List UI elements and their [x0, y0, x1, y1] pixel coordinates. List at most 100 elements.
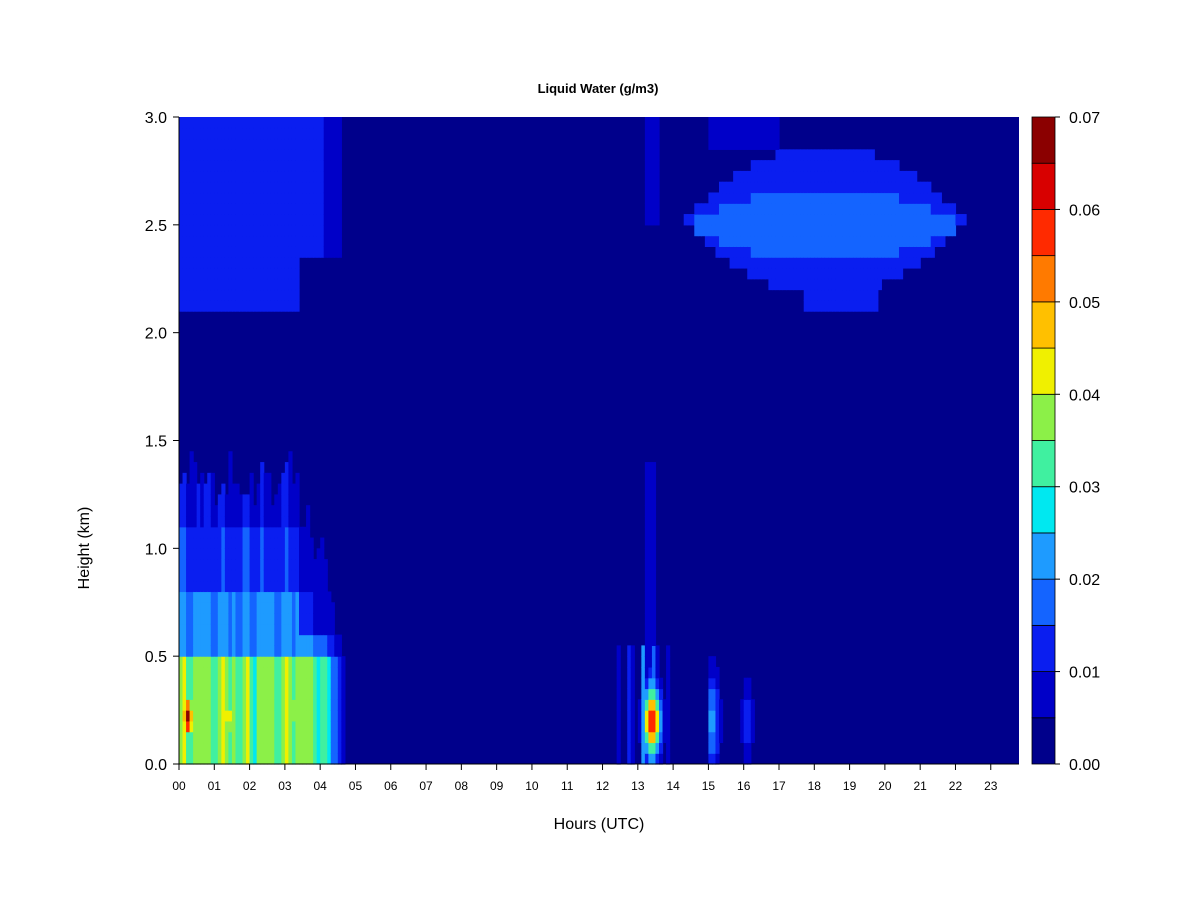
heatmap-cell: [651, 559, 657, 571]
heatmap-cell: [327, 203, 332, 215]
heatmap-cell: [189, 613, 194, 625]
heatmap-cell: [877, 257, 882, 269]
heatmap-cell: [835, 203, 840, 215]
heatmap-cell: [284, 623, 290, 636]
heatmap-cell: [715, 117, 720, 129]
heatmap-cell: [277, 602, 282, 614]
heatmap-cell: [267, 677, 272, 690]
heatmap-cell: [214, 289, 219, 301]
heatmap-cell: [193, 138, 198, 150]
heatmap-cell: [888, 267, 893, 280]
heatmap-cell: [750, 160, 755, 172]
heatmap-cell: [655, 203, 660, 215]
heatmap-cell: [186, 569, 191, 582]
heatmap-cell: [246, 613, 251, 625]
heatmap-cell: [877, 235, 882, 247]
heatmap-cell: [182, 688, 187, 700]
heatmap-cell: [267, 267, 272, 280]
heatmap-cell: [846, 192, 851, 204]
heatmap-cell: [179, 645, 184, 657]
heatmap-cell: [207, 580, 212, 593]
heatmap-cell: [221, 623, 226, 636]
heatmap-cell: [913, 214, 918, 226]
heatmap-cell: [874, 246, 879, 258]
heatmap-cell: [888, 192, 893, 204]
heatmap-cell: [235, 602, 240, 614]
heatmap-cell: [256, 645, 261, 657]
heatmap-cell: [644, 710, 650, 722]
heatmap-cell: [182, 203, 187, 215]
heatmap-cell: [902, 257, 907, 269]
heatmap-cell: [648, 688, 653, 700]
heatmap-cell: [757, 181, 762, 194]
heatmap-cell: [831, 181, 837, 194]
heatmap-cell: [217, 753, 222, 765]
heatmap-cell: [246, 677, 251, 690]
heatmap-cell: [189, 634, 194, 646]
heatmap-cell: [182, 559, 187, 571]
heatmap-cell: [817, 203, 822, 215]
heatmap-cell: [743, 677, 748, 690]
heatmap-cell: [196, 666, 201, 679]
heatmap-cell: [267, 720, 272, 733]
heatmap-cell: [891, 246, 897, 258]
heatmap-cell: [277, 289, 282, 301]
heatmap-cell: [203, 526, 208, 539]
heatmap-cell: [179, 537, 184, 549]
heatmap-cell: [708, 742, 713, 754]
heatmap-cell: [281, 127, 286, 140]
heatmap-cell: [839, 257, 844, 269]
heatmap-cell: [263, 656, 268, 668]
heatmap-cell: [856, 235, 861, 247]
heatmap-cell: [253, 127, 258, 140]
heatmap-cell: [277, 720, 282, 733]
heatmap-cell: [200, 742, 205, 754]
heatmap-cell: [270, 537, 275, 549]
heatmap-cell: [196, 483, 201, 496]
heatmap-cell: [228, 300, 233, 312]
heatmap-cell: [186, 203, 191, 215]
heatmap-cell: [256, 602, 261, 614]
x-tick-label: 00: [172, 779, 186, 793]
heatmap-cell: [267, 537, 272, 549]
heatmap-cell: [867, 160, 872, 172]
heatmap-cell: [274, 731, 279, 744]
heatmap-cell: [182, 289, 187, 301]
heatmap-cell: [210, 267, 215, 280]
heatmap-cell: [846, 246, 851, 258]
heatmap-cell: [715, 246, 720, 258]
heatmap-cell: [715, 720, 720, 733]
heatmap-cell: [750, 224, 755, 237]
heatmap-cell: [196, 203, 201, 215]
heatmap-cell: [267, 710, 272, 722]
heatmap-cell: [327, 656, 332, 668]
heatmap-cell: [309, 602, 314, 614]
heatmap-cell: [814, 235, 819, 247]
heatmap-cell: [249, 214, 254, 226]
heatmap-cell: [295, 699, 300, 711]
heatmap-cell: [260, 710, 265, 722]
heatmap-cell: [330, 688, 335, 700]
heatmap-cell: [224, 192, 230, 204]
heatmap-cell: [316, 170, 321, 183]
heatmap-cell: [313, 710, 318, 722]
heatmap-cell: [733, 181, 738, 194]
heatmap-cell: [733, 246, 738, 258]
heatmap-cell: [235, 720, 240, 733]
heatmap-cell: [224, 267, 230, 280]
heatmap-cell: [263, 688, 268, 700]
heatmap-cell: [313, 656, 318, 668]
heatmap-cell: [214, 203, 219, 215]
heatmap-cell: [270, 623, 275, 636]
heatmap-cell: [771, 224, 777, 237]
heatmap-cell: [839, 214, 844, 226]
heatmap-cell: [217, 569, 222, 582]
heatmap-cell: [288, 289, 293, 301]
heatmap-cell: [923, 192, 928, 204]
heatmap-cell: [846, 203, 851, 215]
heatmap-cell: [747, 257, 752, 269]
heatmap-cell: [193, 580, 198, 593]
heatmap-cell: [341, 688, 346, 700]
heatmap-cell: [330, 677, 335, 690]
heatmap-cell: [193, 666, 198, 679]
